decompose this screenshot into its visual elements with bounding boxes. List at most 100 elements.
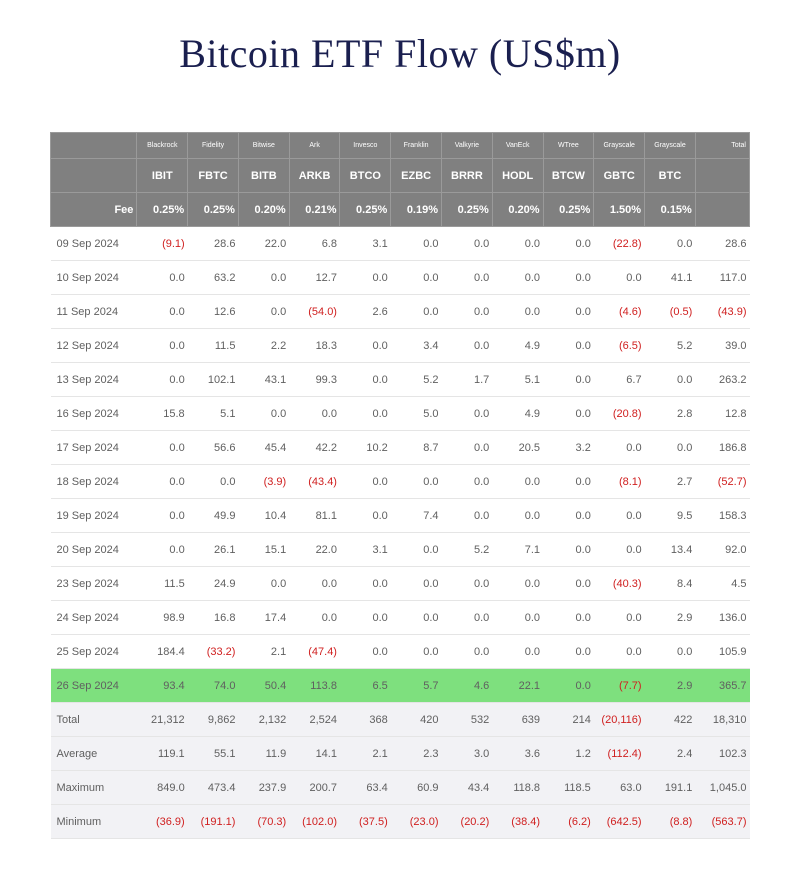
value-cell: 3.2 [543,431,594,465]
value-cell: 55.1 [188,737,239,771]
value-cell: 0.0 [238,261,289,295]
table-row: 20 Sep 20240.026.115.122.03.10.05.27.10.… [51,533,750,567]
value-cell: 63.0 [594,771,645,805]
total-cell: 92.0 [695,533,749,567]
ticker-cell: IBIT [137,159,188,193]
value-cell: (22.8) [594,227,645,261]
ticker-row: IBITFBTCBITBARKBBTCOEZBCBRRRHODLBTCWGBTC… [51,159,750,193]
value-cell: 13.4 [645,533,696,567]
total-cell: 1,045.0 [695,771,749,805]
value-cell: 2,132 [238,703,289,737]
value-cell: 11.9 [238,737,289,771]
row-label: 24 Sep 2024 [51,601,137,635]
value-cell: (23.0) [391,805,442,839]
value-cell: 3.1 [340,227,391,261]
value-cell: 2.1 [340,737,391,771]
issuer-cell: Invesco [340,133,391,159]
value-cell: 0.0 [340,363,391,397]
value-cell: 15.8 [137,397,188,431]
ticker-cell: FBTC [188,159,239,193]
value-cell: 56.6 [188,431,239,465]
value-cell: 0.0 [442,227,493,261]
value-cell: 0.0 [391,533,442,567]
value-cell: 5.1 [188,397,239,431]
ticker-cell: GBTC [594,159,645,193]
value-cell: 3.0 [442,737,493,771]
issuer-cell: Bitwise [238,133,289,159]
summary-row: Minimum(36.9)(191.1)(70.3)(102.0)(37.5)(… [51,805,750,839]
total-cell: 186.8 [695,431,749,465]
value-cell: 420 [391,703,442,737]
value-cell: 4.9 [492,397,543,431]
total-cell: 12.8 [695,397,749,431]
value-cell: 49.9 [188,499,239,533]
value-cell: (9.1) [137,227,188,261]
value-cell: 5.2 [442,533,493,567]
ticker-cell: BRRR [442,159,493,193]
table-head: BlackrockFidelityBitwiseArkInvescoFrankl… [51,133,750,227]
value-cell: 0.0 [492,601,543,635]
value-cell: 9.5 [645,499,696,533]
value-cell: 0.0 [238,397,289,431]
value-cell: 10.4 [238,499,289,533]
page-title: Bitcoin ETF Flow (US$m) [0,30,800,77]
value-cell: 0.0 [594,499,645,533]
value-cell: 0.0 [594,601,645,635]
value-cell: (642.5) [594,805,645,839]
value-cell: 0.0 [492,227,543,261]
value-cell: 0.0 [594,533,645,567]
total-cell: 39.0 [695,329,749,363]
issuer-cell: WTree [543,133,594,159]
value-cell: 2.2 [238,329,289,363]
value-cell: 22.0 [289,533,340,567]
table-row: 26 Sep 202493.474.050.4113.86.55.74.622.… [51,669,750,703]
etf-flow-table-wrap: BlackrockFidelityBitwiseArkInvescoFrankl… [50,132,750,839]
value-cell: 24.9 [188,567,239,601]
value-cell: 0.0 [543,227,594,261]
row-label: Average [51,737,137,771]
ticker-cell: BTCW [543,159,594,193]
row-label: 13 Sep 2024 [51,363,137,397]
page: Bitcoin ETF Flow (US$m) BlackrockFidelit… [0,0,800,879]
table-row: 17 Sep 20240.056.645.442.210.28.70.020.5… [51,431,750,465]
value-cell: 0.0 [594,261,645,295]
row-label: 18 Sep 2024 [51,465,137,499]
row-label: 17 Sep 2024 [51,431,137,465]
value-cell: 2,524 [289,703,340,737]
fee-cell: 0.15% [645,193,696,227]
row-label: 26 Sep 2024 [51,669,137,703]
value-cell: 60.9 [391,771,442,805]
value-cell: 6.5 [340,669,391,703]
value-cell: 63.2 [188,261,239,295]
value-cell: 3.1 [340,533,391,567]
value-cell: (70.3) [238,805,289,839]
value-cell: 12.7 [289,261,340,295]
fee-label: Fee [51,193,137,227]
summary-row: Maximum849.0473.4237.9200.763.460.943.41… [51,771,750,805]
value-cell: 0.0 [442,567,493,601]
ticker-cell: EZBC [391,159,442,193]
value-cell: 2.6 [340,295,391,329]
value-cell: 0.0 [543,669,594,703]
value-cell: 22.0 [238,227,289,261]
value-cell: 0.0 [391,261,442,295]
fee-cell: 0.25% [442,193,493,227]
total-cell: 158.3 [695,499,749,533]
table-row: 25 Sep 2024184.4(33.2)2.1(47.4)0.00.00.0… [51,635,750,669]
value-cell: 184.4 [137,635,188,669]
value-cell: 368 [340,703,391,737]
table-row: 16 Sep 202415.85.10.00.00.05.00.04.90.0(… [51,397,750,431]
value-cell: 4.6 [442,669,493,703]
value-cell: 0.0 [340,329,391,363]
total-cell: 136.0 [695,601,749,635]
value-cell: 0.0 [391,601,442,635]
value-cell: 113.8 [289,669,340,703]
value-cell: 50.4 [238,669,289,703]
value-cell: 74.0 [188,669,239,703]
total-cell: (563.7) [695,805,749,839]
total-cell: 4.5 [695,567,749,601]
value-cell: (37.5) [340,805,391,839]
value-cell: 0.0 [442,295,493,329]
value-cell: 2.9 [645,669,696,703]
row-label: 16 Sep 2024 [51,397,137,431]
